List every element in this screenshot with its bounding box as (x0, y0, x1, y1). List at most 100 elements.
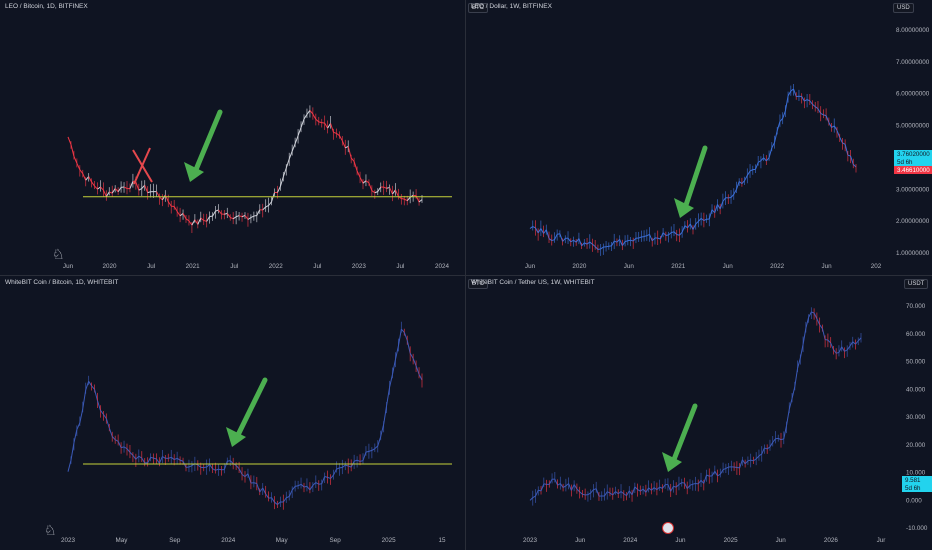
price-candle (612, 491, 616, 496)
price-candle (760, 157, 764, 161)
price-candle (188, 465, 193, 468)
price-candle (747, 459, 751, 462)
price-candle (594, 246, 599, 250)
price-candle (532, 226, 536, 229)
price-candle (692, 223, 697, 230)
price-candle (288, 150, 293, 160)
red-cross-mark (133, 147, 151, 185)
price-candle (554, 234, 558, 240)
price-candle (719, 469, 724, 475)
price-candle (847, 154, 851, 157)
price-candle (584, 242, 588, 245)
price-candle (380, 424, 385, 437)
price-candle (265, 205, 269, 208)
price-candle (833, 349, 837, 354)
price-candle (825, 338, 829, 341)
price-candle (651, 237, 656, 242)
price-candle (809, 100, 813, 105)
chart-pane-leo-usd[interactable]: 8.00000000 7.00000000 6.00000000 5.00000000… (466, 0, 932, 275)
currency-button[interactable]: USDT (904, 279, 929, 289)
us-flag-event-icon[interactable] (662, 522, 674, 534)
price-tag-label: 3.46610000 (897, 167, 930, 174)
price-candle (551, 239, 555, 242)
x-tick-label: 2020 (103, 263, 118, 270)
price-candle (769, 442, 774, 448)
price-candle (409, 353, 414, 359)
price-candle (746, 170, 751, 176)
price-candle (176, 211, 181, 217)
chart-pane-leo-btc[interactable]: 0.000500000.000450000.000400000.00035000… (0, 0, 488, 275)
price-candle (776, 121, 781, 131)
price-candle (386, 387, 391, 406)
price-candle (97, 400, 101, 411)
price-candle (67, 136, 72, 145)
pane-divider-horizontal[interactable] (0, 275, 932, 276)
price-candle (129, 451, 134, 456)
x-tick-label: 2022 (269, 263, 284, 270)
price-candle (559, 233, 564, 242)
chart-pane-wbt-usdt[interactable]: 70.000 60.000 50.000 40.000 30.000 20.000 10.0… (466, 276, 932, 550)
annotation-arrow-head (674, 198, 694, 218)
price-candle (179, 212, 184, 217)
chart-canvas[interactable]: 8.00000000 7.00000000 6.00000000 5.00000000… (466, 0, 932, 275)
chart-canvas[interactable]: 0.000500000.000450000.000400000.00035000… (0, 0, 465, 275)
price-candle (271, 497, 275, 503)
price-candle (689, 483, 693, 486)
annotation-arrow-shaft (234, 377, 268, 440)
price-candle (374, 191, 378, 194)
x-tick-label: Jun (821, 263, 832, 270)
price-candle (333, 468, 337, 476)
y-tick-label: 50.000 (906, 359, 926, 366)
price-candle (218, 468, 222, 471)
price-candle (695, 220, 699, 225)
price-candle (711, 209, 716, 213)
price-candle (156, 458, 160, 464)
price-candle (386, 187, 390, 189)
y-tick-label: 10.000 (906, 470, 926, 477)
price-candle (771, 142, 775, 149)
price-candle (722, 197, 726, 202)
price-candle (232, 216, 237, 220)
price-candle (671, 231, 675, 234)
price-candle (377, 186, 382, 192)
price-candle (144, 185, 149, 193)
y-tick-label: 6.00000000 (896, 91, 930, 98)
x-tick-label: 2021 (671, 263, 686, 270)
price-candle (651, 487, 655, 491)
price-candle (764, 447, 768, 450)
price-candle (670, 486, 674, 492)
price-tag-label: 5d 6h (897, 159, 913, 166)
price-candle (624, 240, 628, 243)
price-candle (224, 212, 228, 215)
currency-button[interactable]: BTC (468, 3, 488, 13)
chart-canvas[interactable]: 0.00090000.00080000.00070000.00060000.00… (0, 276, 465, 550)
currency-button[interactable]: USD (893, 3, 914, 13)
chart-canvas[interactable]: 70.000 60.000 50.000 40.000 30.000 20.000 10.0… (466, 276, 932, 550)
price-candle (540, 483, 545, 492)
price-candle (383, 405, 388, 425)
x-tick-label: Jul (396, 263, 404, 270)
x-tick-label: Jur (877, 537, 886, 544)
price-candle (793, 88, 797, 97)
price-candle (170, 456, 175, 460)
price-candle (141, 184, 146, 189)
price-candle (819, 324, 823, 329)
chart-pane-wbt-btc[interactable]: 0.00090000.00080000.00070000.00060000.00… (0, 276, 488, 550)
price-candle (362, 180, 367, 184)
price-candle (247, 473, 252, 484)
price-candle (841, 346, 845, 352)
price-candle (801, 96, 805, 102)
currency-button[interactable]: BTC (468, 279, 488, 289)
price-candle (129, 181, 134, 189)
price-candle (722, 467, 727, 471)
price-candle (197, 217, 202, 225)
price-candle (573, 239, 577, 243)
price-candle (806, 99, 811, 102)
price-candle (758, 453, 762, 457)
price-candle (753, 458, 757, 462)
price-candle (676, 234, 680, 236)
x-tick-label: 2020 (572, 263, 587, 270)
price-candle (537, 228, 542, 234)
price-candle (135, 181, 140, 191)
x-tick-label: 2026 (824, 537, 839, 544)
